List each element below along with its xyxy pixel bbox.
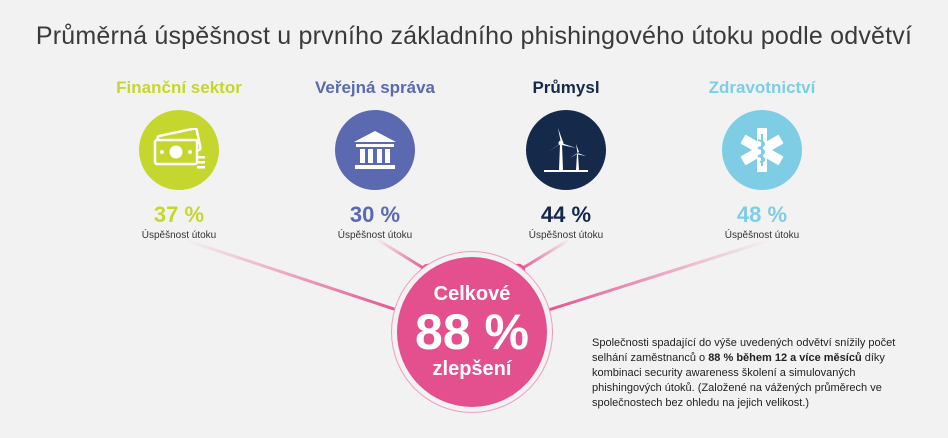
sector-value: 37 % [153, 202, 205, 227]
sector-name: Zdravotnictví [708, 78, 816, 97]
connector-line [184, 238, 404, 314]
explanatory-note: Společnosti spadající do výše uvedených … [592, 336, 922, 411]
hub-bottom-label: zlepšení [432, 358, 512, 380]
sector-circle [722, 110, 802, 190]
sector-circle [335, 110, 415, 190]
sector-industry: Průmysl 44 % Úspěšnost útoku [471, 78, 661, 241]
note-highlight: 88 % během 12 a více měsíců [708, 352, 862, 364]
note-text: Společnosti spadající do výše uvedených … [592, 337, 896, 364]
note-text-continued: díky kombinaci security awareness školen… [592, 352, 885, 409]
connector-line [374, 236, 429, 273]
sector-healthcare: Zdravotnictví 48 % Úspěšnost útoku [667, 78, 857, 241]
sector-value: 30 % [349, 202, 401, 227]
sector-name: Veřejná správa [314, 78, 436, 97]
hub-top-label: Celkové [433, 283, 511, 305]
sector-caption: Úspěšnost útoku [724, 230, 800, 241]
sector-value: 48 % [736, 202, 788, 227]
medical-star-icon [740, 128, 784, 172]
sector-name: Finanční sektor [116, 78, 242, 97]
overall-improvement-hub: Celkové 88 % zlepšení [397, 257, 547, 407]
connector-line [541, 238, 771, 314]
sector-caption: Úspěšnost útoku [141, 230, 217, 241]
sector-caption: Úspěšnost útoku [528, 230, 604, 241]
hub-value: 88 % [415, 304, 529, 360]
sector-circle [139, 110, 219, 190]
sector-public-administration: Veřejná správa 30 % Úspěšnost útoku [280, 78, 470, 241]
connector-line [517, 236, 573, 273]
banknotes-icon [153, 128, 205, 169]
wind-turbine-icon [544, 128, 588, 172]
sector-circle [526, 110, 606, 190]
sector-caption: Úspěšnost útoku [337, 230, 413, 241]
sector-value: 44 % [540, 202, 592, 227]
government-building-icon [354, 131, 396, 169]
sector-finance: Finanční sektor 37 % Úspěšnost útoku [84, 78, 274, 241]
page-title: Průměrná úspěšnost u prvního základního … [35, 22, 913, 50]
sector-name: Průmysl [532, 78, 600, 97]
